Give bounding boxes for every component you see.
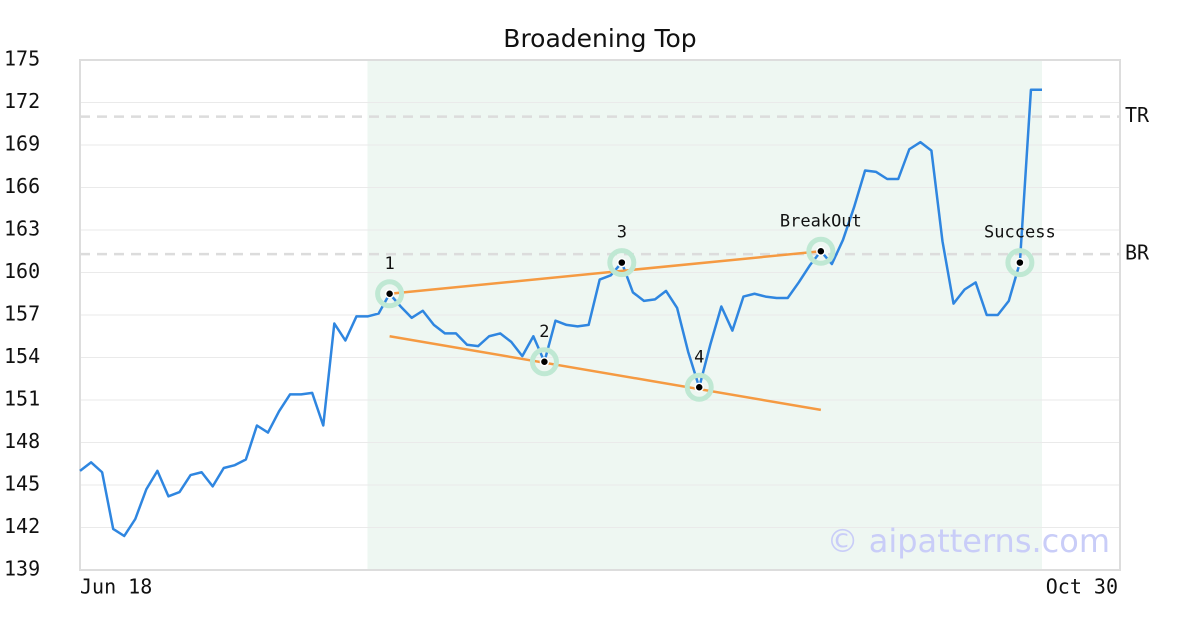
trendline — [389, 250, 821, 295]
point-halo — [1005, 248, 1035, 278]
watermark: © aipatterns.com — [827, 522, 1110, 560]
y-tick-label: 163 — [4, 217, 40, 241]
pattern-point — [539, 357, 550, 367]
y-tick-label: 151 — [4, 387, 40, 411]
point-label: 4 — [694, 347, 704, 367]
y-tick-label: 139 — [4, 557, 40, 581]
plot-frame — [79, 59, 1121, 571]
y-tick-label: 166 — [4, 174, 40, 198]
level-label: BR — [1125, 241, 1150, 265]
y-tick-label: 148 — [4, 429, 40, 453]
y-tick-label: 157 — [4, 302, 40, 326]
level-label: TR — [1125, 103, 1150, 127]
pattern-point — [617, 257, 627, 268]
y-tick-label: 175 — [4, 47, 40, 71]
point-halo — [806, 236, 836, 266]
y-tick-label: 154 — [4, 344, 40, 368]
pattern-point — [384, 289, 395, 299]
x-tick-label: Jun 18 — [80, 575, 152, 599]
point-label: BreakOut — [780, 211, 862, 231]
price-line — [79, 88, 1042, 538]
point-label: Success — [984, 223, 1056, 243]
point-halo — [375, 279, 405, 309]
pattern-point — [816, 246, 826, 256]
y-tick-label: 142 — [4, 514, 40, 538]
trendline — [389, 335, 822, 412]
y-tick-label: 172 — [4, 89, 40, 113]
point-halo — [607, 248, 637, 278]
chart-title: Broadening Top — [503, 24, 696, 53]
y-tick-label: 169 — [4, 132, 40, 156]
pattern-point — [1015, 257, 1025, 268]
x-tick-label: Oct 30 — [1046, 575, 1118, 599]
point-halo — [529, 347, 559, 377]
point-label: 3 — [617, 223, 627, 243]
point-halo — [684, 372, 714, 402]
point-label: 1 — [384, 254, 394, 274]
point-label: 2 — [539, 322, 549, 342]
y-tick-label: 160 — [4, 259, 40, 283]
pattern-point — [694, 382, 704, 392]
y-tick-label: 145 — [4, 472, 40, 496]
